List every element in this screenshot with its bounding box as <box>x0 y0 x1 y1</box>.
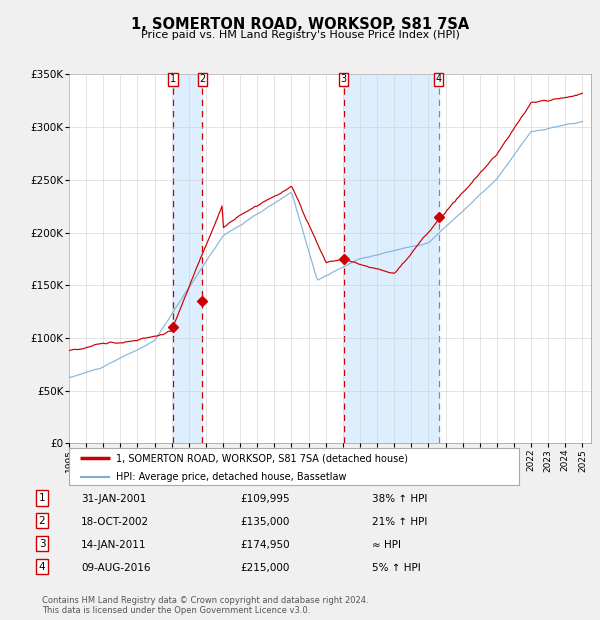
Text: 1, SOMERTON ROAD, WORKSOP, S81 7SA: 1, SOMERTON ROAD, WORKSOP, S81 7SA <box>131 17 469 32</box>
Text: Contains HM Land Registry data © Crown copyright and database right 2024.
This d: Contains HM Land Registry data © Crown c… <box>42 596 368 615</box>
Text: £109,995: £109,995 <box>240 494 290 504</box>
Text: 18-OCT-2002: 18-OCT-2002 <box>81 517 149 527</box>
Text: Price paid vs. HM Land Registry's House Price Index (HPI): Price paid vs. HM Land Registry's House … <box>140 30 460 40</box>
Text: 1: 1 <box>38 493 46 503</box>
Text: 2: 2 <box>38 516 46 526</box>
Text: 2: 2 <box>199 74 206 84</box>
Text: 31-JAN-2001: 31-JAN-2001 <box>81 494 146 504</box>
Text: £135,000: £135,000 <box>240 517 289 527</box>
Text: HPI: Average price, detached house, Bassetlaw: HPI: Average price, detached house, Bass… <box>116 472 347 482</box>
Bar <box>173 74 202 443</box>
Text: 14-JAN-2011: 14-JAN-2011 <box>81 540 146 550</box>
Text: 1, SOMERTON ROAD, WORKSOP, S81 7SA (detached house): 1, SOMERTON ROAD, WORKSOP, S81 7SA (deta… <box>116 454 408 464</box>
Text: £215,000: £215,000 <box>240 563 289 573</box>
Text: 38% ↑ HPI: 38% ↑ HPI <box>372 494 427 504</box>
Text: £174,950: £174,950 <box>240 540 290 550</box>
Text: 4: 4 <box>38 562 46 572</box>
Text: 09-AUG-2016: 09-AUG-2016 <box>81 563 151 573</box>
Text: 3: 3 <box>38 539 46 549</box>
Text: 21% ↑ HPI: 21% ↑ HPI <box>372 517 427 527</box>
Text: 4: 4 <box>436 74 442 84</box>
Text: 1: 1 <box>170 74 176 84</box>
Text: 5% ↑ HPI: 5% ↑ HPI <box>372 563 421 573</box>
Text: ≈ HPI: ≈ HPI <box>372 540 401 550</box>
Bar <box>344 74 439 443</box>
Text: 3: 3 <box>340 74 347 84</box>
